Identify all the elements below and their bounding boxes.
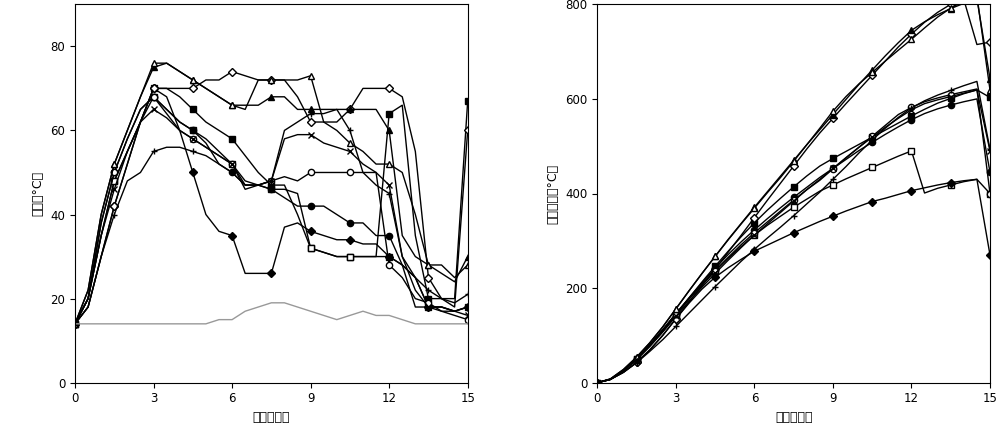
X-axis label: 时间（天）: 时间（天） [775,411,812,424]
X-axis label: 时间（天）: 时间（天） [253,411,290,424]
Y-axis label: 累积温度（°C）: 累积温度（°C） [547,163,560,224]
Y-axis label: 温度（°C）: 温度（°C） [32,171,45,216]
